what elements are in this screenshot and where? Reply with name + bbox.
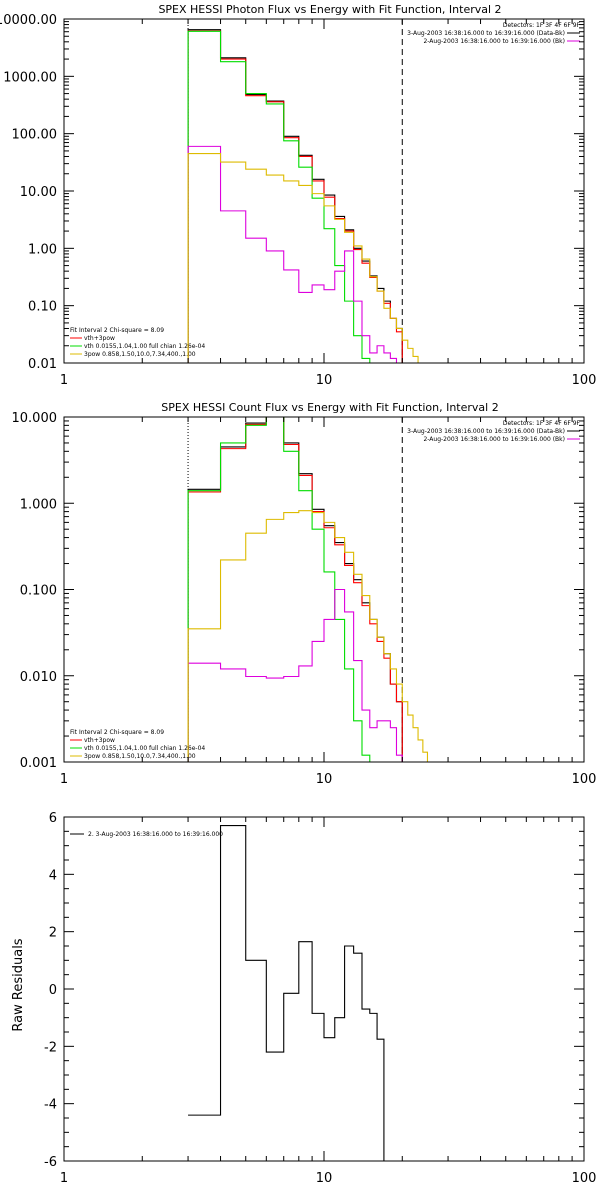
panel-title: SPEX HESSI Count Flux vs Energy with Fit… [161, 401, 498, 414]
y-tick-label: 0.10 [28, 300, 57, 315]
x-tick-label: 10 [316, 772, 333, 787]
x-tick-label: 100 [572, 772, 597, 787]
count-flux-panel: SPEX HESSI Count Flux vs Energy with Fit… [12, 401, 597, 787]
fit-line: 3pow 0.858,1.50,10.0,7.34,400.,1.00 [84, 351, 196, 358]
y-tick-label: 4 [49, 868, 57, 883]
y-tick-label: 10.000 [12, 411, 58, 426]
x-tick-label: 1 [60, 1171, 68, 1186]
series-4-line [187, 152, 424, 363]
y-tick-label: 0 [49, 983, 57, 998]
y-tick-label: 10000.00 [0, 13, 57, 28]
info-line: 2-Aug-2003 16:38:16.000 to 16:39:16.000 … [423, 38, 565, 45]
y-tick-label: 2 [49, 926, 57, 941]
legend-entry: 2. 3-Aug-2003 16:38:16.000 to 16:39:16.0… [88, 831, 223, 838]
info-line: 3-Aug-2003 16:38:16.000 to 16:39:16.000 … [407, 428, 565, 435]
series-3-line [187, 588, 403, 762]
y-tick-label: 6 [49, 811, 57, 826]
x-tick-label: 1 [60, 373, 68, 388]
series-2-line [187, 417, 371, 762]
info-line: 3-Aug-2003 16:38:16.000 to 16:39:16.000 … [407, 30, 565, 37]
info-line: Detectors: 1F 3F 4F 6F 9F [503, 420, 581, 427]
x-tick-label: 1 [60, 772, 68, 787]
x-tick-label: 10 [316, 373, 333, 388]
y-tick-label: 0.100 [20, 584, 57, 599]
y-tick-label: -2 [44, 1040, 57, 1055]
photon-flux-panel: SPEX HESSI Photon Flux vs Energy with Fi… [0, 3, 596, 388]
fit-line: vth+3pow [84, 335, 115, 342]
y-tick-label: 10.00 [20, 185, 57, 200]
series-2-line [187, 30, 371, 363]
y-tick-label: 0.01 [28, 357, 57, 372]
y-tick-label: -4 [44, 1098, 57, 1113]
y-tick-label: 1.000 [20, 497, 57, 512]
plot-frame [63, 416, 585, 763]
y-tick-label: 0.001 [20, 756, 57, 771]
y-tick-label: 100.00 [12, 128, 58, 143]
panel-title: SPEX HESSI Photon Flux vs Energy with Fi… [158, 3, 501, 16]
x-tick-label: 100 [572, 373, 597, 388]
y-tick-label: -6 [44, 1155, 57, 1170]
fit-line: vth 0.0155,1.04,1.00 full chian 1.26e-04 [84, 745, 205, 752]
fit-line: vth+3pow [84, 737, 115, 744]
residuals-panel: Raw Residuals 2. 3-Aug-2003 16:38:16.000… [11, 811, 596, 1186]
x-tick-label: 100 [572, 1171, 597, 1186]
info-line: 2-Aug-2003 16:38:16.000 to 16:39:16.000 … [423, 436, 565, 443]
x-tick-label: 10 [316, 1171, 333, 1186]
fit-line: Fit Interval 2 Chi-square = 8.09 [70, 729, 164, 736]
fit-line: 3pow 0.858,1.50,10.0,7.34,400.,1.00 [84, 753, 196, 760]
series-4-line [187, 510, 429, 762]
series-0-line [188, 825, 385, 1161]
fit-line: vth 0.0155,1.04,1.00 full chian 1.26e-04 [84, 343, 205, 350]
y-tick-label: 1.00 [28, 242, 57, 257]
fit-line: Fit Interval 2 Chi-square = 8.09 [70, 327, 164, 334]
series-3-line [187, 145, 398, 363]
y-tick-label: 1000.00 [3, 70, 57, 85]
series-1-line [187, 30, 403, 363]
plot-frame [63, 816, 585, 1162]
series-1-line [187, 417, 403, 762]
y-tick-label: 0.010 [20, 670, 57, 685]
info-line: Detectors: 1F 3F 4F 6F 9F [503, 22, 581, 29]
series-0-line [187, 29, 403, 363]
y-axis-label: Raw Residuals [11, 938, 26, 1031]
